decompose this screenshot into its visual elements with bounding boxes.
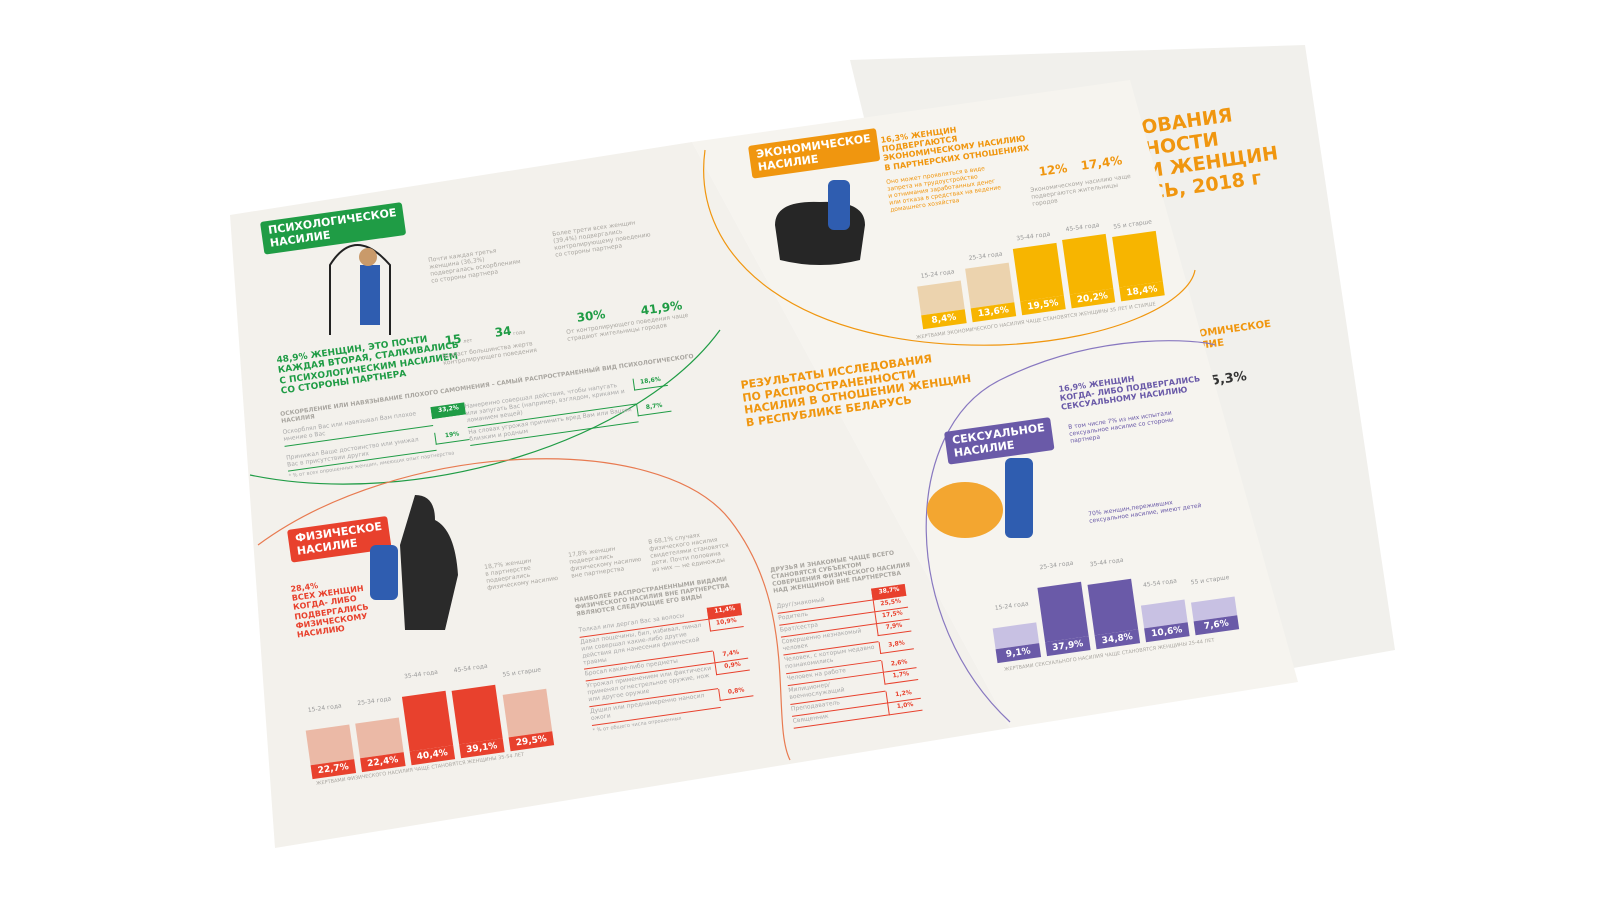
abuser-silhouette-icon: [370, 495, 458, 630]
table-row-value: 8,7%: [636, 399, 672, 416]
chart-age-label: 55 и старше: [1112, 218, 1153, 231]
econ-curve: [703, 149, 1196, 346]
caged-head-icon: [329, 244, 391, 335]
chart-age-label: 15-24 года: [994, 600, 1030, 613]
table-row-value: 19%: [434, 427, 470, 445]
chart-bar: [1012, 242, 1064, 302]
perp-table: Друг/знакомый 38,7% Родитель 25,5% Брат/сест…: [776, 583, 923, 729]
chart-age-label: 55 и старше: [1190, 574, 1230, 587]
chart-bar: [401, 690, 454, 752]
chart-age-label: 15-24 года: [920, 268, 955, 281]
chart-bar: [965, 262, 1015, 309]
physical-table: Толкал или дергал Вас за волосы 11,4% Дава…: [578, 603, 756, 734]
table-row-value: 3,8%: [878, 637, 914, 655]
chart-age-label: 55 и старше: [502, 666, 542, 679]
table-row-value: 0,8%: [718, 684, 754, 701]
psych-age-max: 34: [493, 323, 513, 340]
chart-bar: [1087, 578, 1139, 636]
physical-headline: 28,4% ВСЕХ ЖЕНЩИН КОГДА- ЛИБО ПОДВЕРГАЛИ…: [290, 581, 370, 640]
chart-age-label: 25-34 года: [968, 250, 1003, 262]
psych-age-min: 15: [443, 331, 463, 348]
physical-curve: [257, 458, 791, 761]
chart-bar: [1062, 233, 1114, 295]
chart-age-label: 35-44 года: [1089, 556, 1124, 568]
sexual-curve: [925, 340, 1216, 723]
chart-bar: [502, 688, 553, 738]
chart-bar: [451, 685, 503, 745]
chart-age-label: 15-24 года: [307, 702, 343, 714]
psych-curve: [249, 329, 721, 485]
chart-age-label: 25-34 года: [356, 695, 392, 708]
chart-age-label: 45-54 года: [1142, 577, 1178, 590]
chained-purse-icon: [775, 180, 865, 265]
grabbing-hand-icon: [927, 458, 1033, 538]
chart-bar: [1037, 581, 1089, 643]
chart-bar: [1112, 230, 1163, 288]
